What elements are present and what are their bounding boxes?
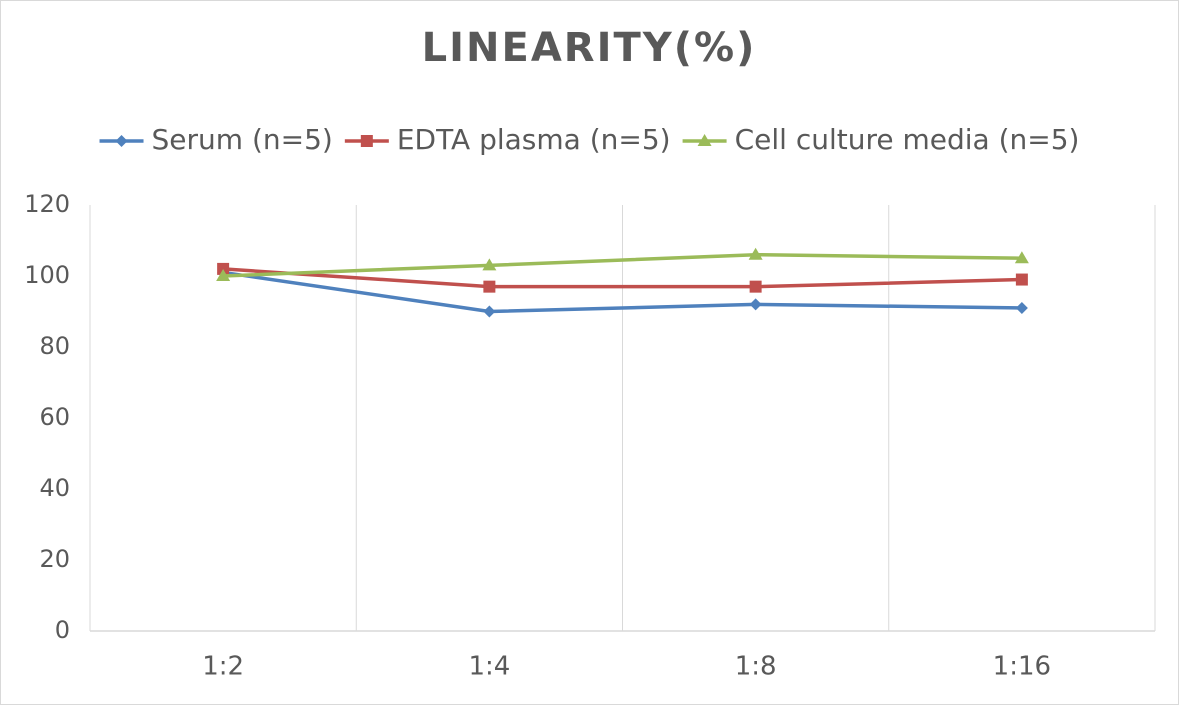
marker: [360, 135, 373, 147]
legend-label: Cell culture media (n=5): [735, 123, 1080, 156]
marker: [749, 280, 762, 293]
series-line: [223, 267, 1022, 289]
y-tick-label: 80: [39, 332, 70, 360]
marker: [482, 258, 497, 271]
marker: [216, 269, 231, 281]
marker: [1015, 273, 1028, 286]
chart-title: LINEARITY(%): [422, 25, 757, 71]
y-tick-label: 20: [39, 545, 70, 573]
marker: [483, 305, 496, 318]
x-tick-label: 1:8: [735, 652, 777, 682]
x-tick-label: 1:16: [993, 652, 1051, 682]
series-line: [222, 270, 1022, 314]
y-tick-label: 0: [55, 616, 70, 644]
marker: [697, 134, 712, 146]
marker: [483, 280, 496, 293]
legend: Serum (n=5) EDTA plasma (n=5) Cell culture…: [99, 123, 1080, 156]
legend-label: EDTA plasma (n=5): [397, 123, 671, 156]
x-tick-label: 1:4: [468, 652, 510, 682]
y-tick-label: 120: [24, 190, 70, 218]
y-tick-label: 100: [24, 261, 70, 289]
legend-label: Serum (n=5): [152, 123, 333, 156]
marker: [1015, 301, 1028, 314]
x-tick-label: 1:2: [202, 652, 244, 682]
marker: [115, 135, 128, 147]
marker: [217, 262, 230, 275]
marker: [749, 298, 762, 311]
y-tick-label: 40: [39, 474, 70, 502]
marker: [1014, 251, 1029, 264]
series-line: [223, 252, 1022, 278]
y-tick-label: 60: [39, 403, 70, 431]
marker: [748, 247, 763, 260]
